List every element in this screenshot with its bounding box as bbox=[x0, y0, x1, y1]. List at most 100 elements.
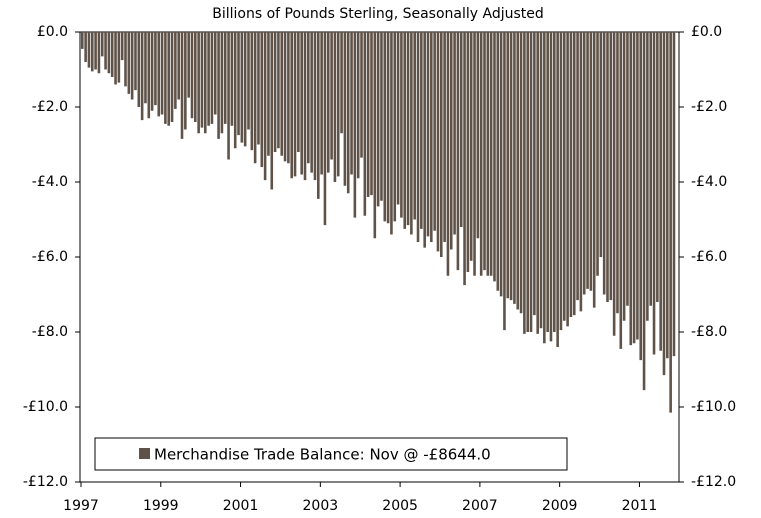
bar bbox=[596, 32, 599, 276]
bar bbox=[410, 32, 413, 235]
bar bbox=[489, 32, 493, 276]
bar bbox=[393, 32, 397, 222]
bar bbox=[383, 32, 387, 222]
bar bbox=[290, 32, 294, 179]
bar bbox=[449, 32, 453, 250]
y2-tick-label: -£12.0 bbox=[691, 474, 736, 490]
bar bbox=[154, 32, 157, 106]
bar bbox=[453, 32, 456, 235]
bar bbox=[433, 32, 436, 231]
bar bbox=[506, 32, 510, 299]
bar bbox=[140, 32, 144, 121]
bar bbox=[572, 32, 576, 316]
bar bbox=[622, 32, 626, 321]
bar bbox=[253, 32, 257, 164]
bar bbox=[160, 32, 164, 115]
bar bbox=[260, 32, 264, 167]
bar bbox=[533, 32, 536, 316]
bar bbox=[616, 32, 619, 314]
bar bbox=[669, 32, 672, 413]
bar bbox=[459, 32, 463, 227]
bar bbox=[157, 32, 161, 117]
y-tick-label: -£8.0 bbox=[32, 324, 68, 340]
bar bbox=[406, 32, 410, 226]
y-tick-label: -£4.0 bbox=[32, 174, 68, 190]
bar bbox=[233, 32, 237, 149]
bar bbox=[336, 32, 340, 177]
bar bbox=[509, 32, 513, 301]
bar bbox=[493, 32, 496, 282]
bar bbox=[190, 32, 194, 119]
bar bbox=[420, 32, 423, 229]
bar bbox=[343, 32, 347, 186]
bar bbox=[340, 32, 343, 134]
bar bbox=[353, 32, 357, 218]
bar bbox=[207, 32, 210, 126]
bar bbox=[240, 32, 244, 143]
bar bbox=[360, 32, 363, 158]
bar bbox=[559, 32, 563, 331]
bar bbox=[403, 32, 407, 229]
bar bbox=[599, 32, 603, 257]
bar bbox=[629, 32, 633, 346]
y2-tick-label: £0.0 bbox=[691, 24, 722, 40]
bar bbox=[436, 32, 440, 252]
bar bbox=[230, 32, 234, 126]
bar bbox=[526, 32, 530, 332]
bar bbox=[330, 32, 333, 160]
bar bbox=[589, 32, 593, 291]
bar bbox=[516, 32, 520, 310]
bar bbox=[373, 32, 377, 239]
bar bbox=[649, 32, 653, 306]
bar bbox=[366, 32, 370, 197]
bar bbox=[646, 32, 649, 321]
bar bbox=[227, 32, 230, 160]
bar bbox=[439, 32, 443, 257]
bar bbox=[237, 32, 240, 136]
bar bbox=[443, 32, 446, 242]
bar bbox=[117, 32, 121, 83]
bar bbox=[639, 32, 643, 361]
bar bbox=[586, 32, 589, 289]
y2-tick-label: -£6.0 bbox=[691, 249, 727, 265]
bar bbox=[283, 32, 287, 162]
bar bbox=[243, 32, 247, 147]
bar bbox=[370, 32, 373, 196]
bar bbox=[539, 32, 543, 329]
bar bbox=[513, 32, 516, 304]
bar bbox=[174, 32, 177, 109]
bar bbox=[110, 32, 114, 77]
bar bbox=[280, 32, 284, 156]
bar bbox=[81, 32, 84, 49]
bar bbox=[90, 32, 94, 72]
x-tick-label: 2001 bbox=[223, 498, 259, 514]
bar bbox=[287, 32, 290, 164]
bar bbox=[390, 32, 393, 235]
bar bbox=[659, 32, 662, 351]
bar bbox=[363, 32, 367, 216]
bar bbox=[523, 32, 526, 334]
bar bbox=[376, 32, 380, 207]
x-tick-label: 2003 bbox=[303, 498, 339, 514]
x-tick-label: 1997 bbox=[63, 498, 99, 514]
bar bbox=[636, 32, 639, 340]
bar bbox=[566, 32, 569, 327]
legend-swatch bbox=[139, 448, 150, 459]
bar bbox=[609, 32, 613, 301]
bar bbox=[543, 32, 546, 344]
bar bbox=[310, 32, 313, 173]
bar bbox=[606, 32, 609, 302]
bar bbox=[177, 32, 180, 100]
bar bbox=[380, 32, 383, 201]
bar bbox=[267, 32, 270, 156]
bar bbox=[194, 32, 197, 122]
bar bbox=[652, 32, 656, 355]
bar bbox=[164, 32, 167, 124]
bar bbox=[396, 32, 400, 205]
bar bbox=[200, 32, 204, 128]
bar bbox=[137, 32, 141, 107]
bar bbox=[536, 32, 539, 334]
y-tick-label: -£6.0 bbox=[32, 249, 68, 265]
bar bbox=[672, 32, 676, 357]
